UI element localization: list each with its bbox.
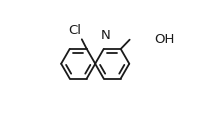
- Text: Cl: Cl: [68, 24, 81, 37]
- Text: N: N: [101, 29, 111, 42]
- Text: Cl: Cl: [68, 24, 81, 37]
- Text: OH: OH: [154, 32, 175, 46]
- Text: N: N: [101, 29, 111, 42]
- Text: OH: OH: [154, 32, 175, 46]
